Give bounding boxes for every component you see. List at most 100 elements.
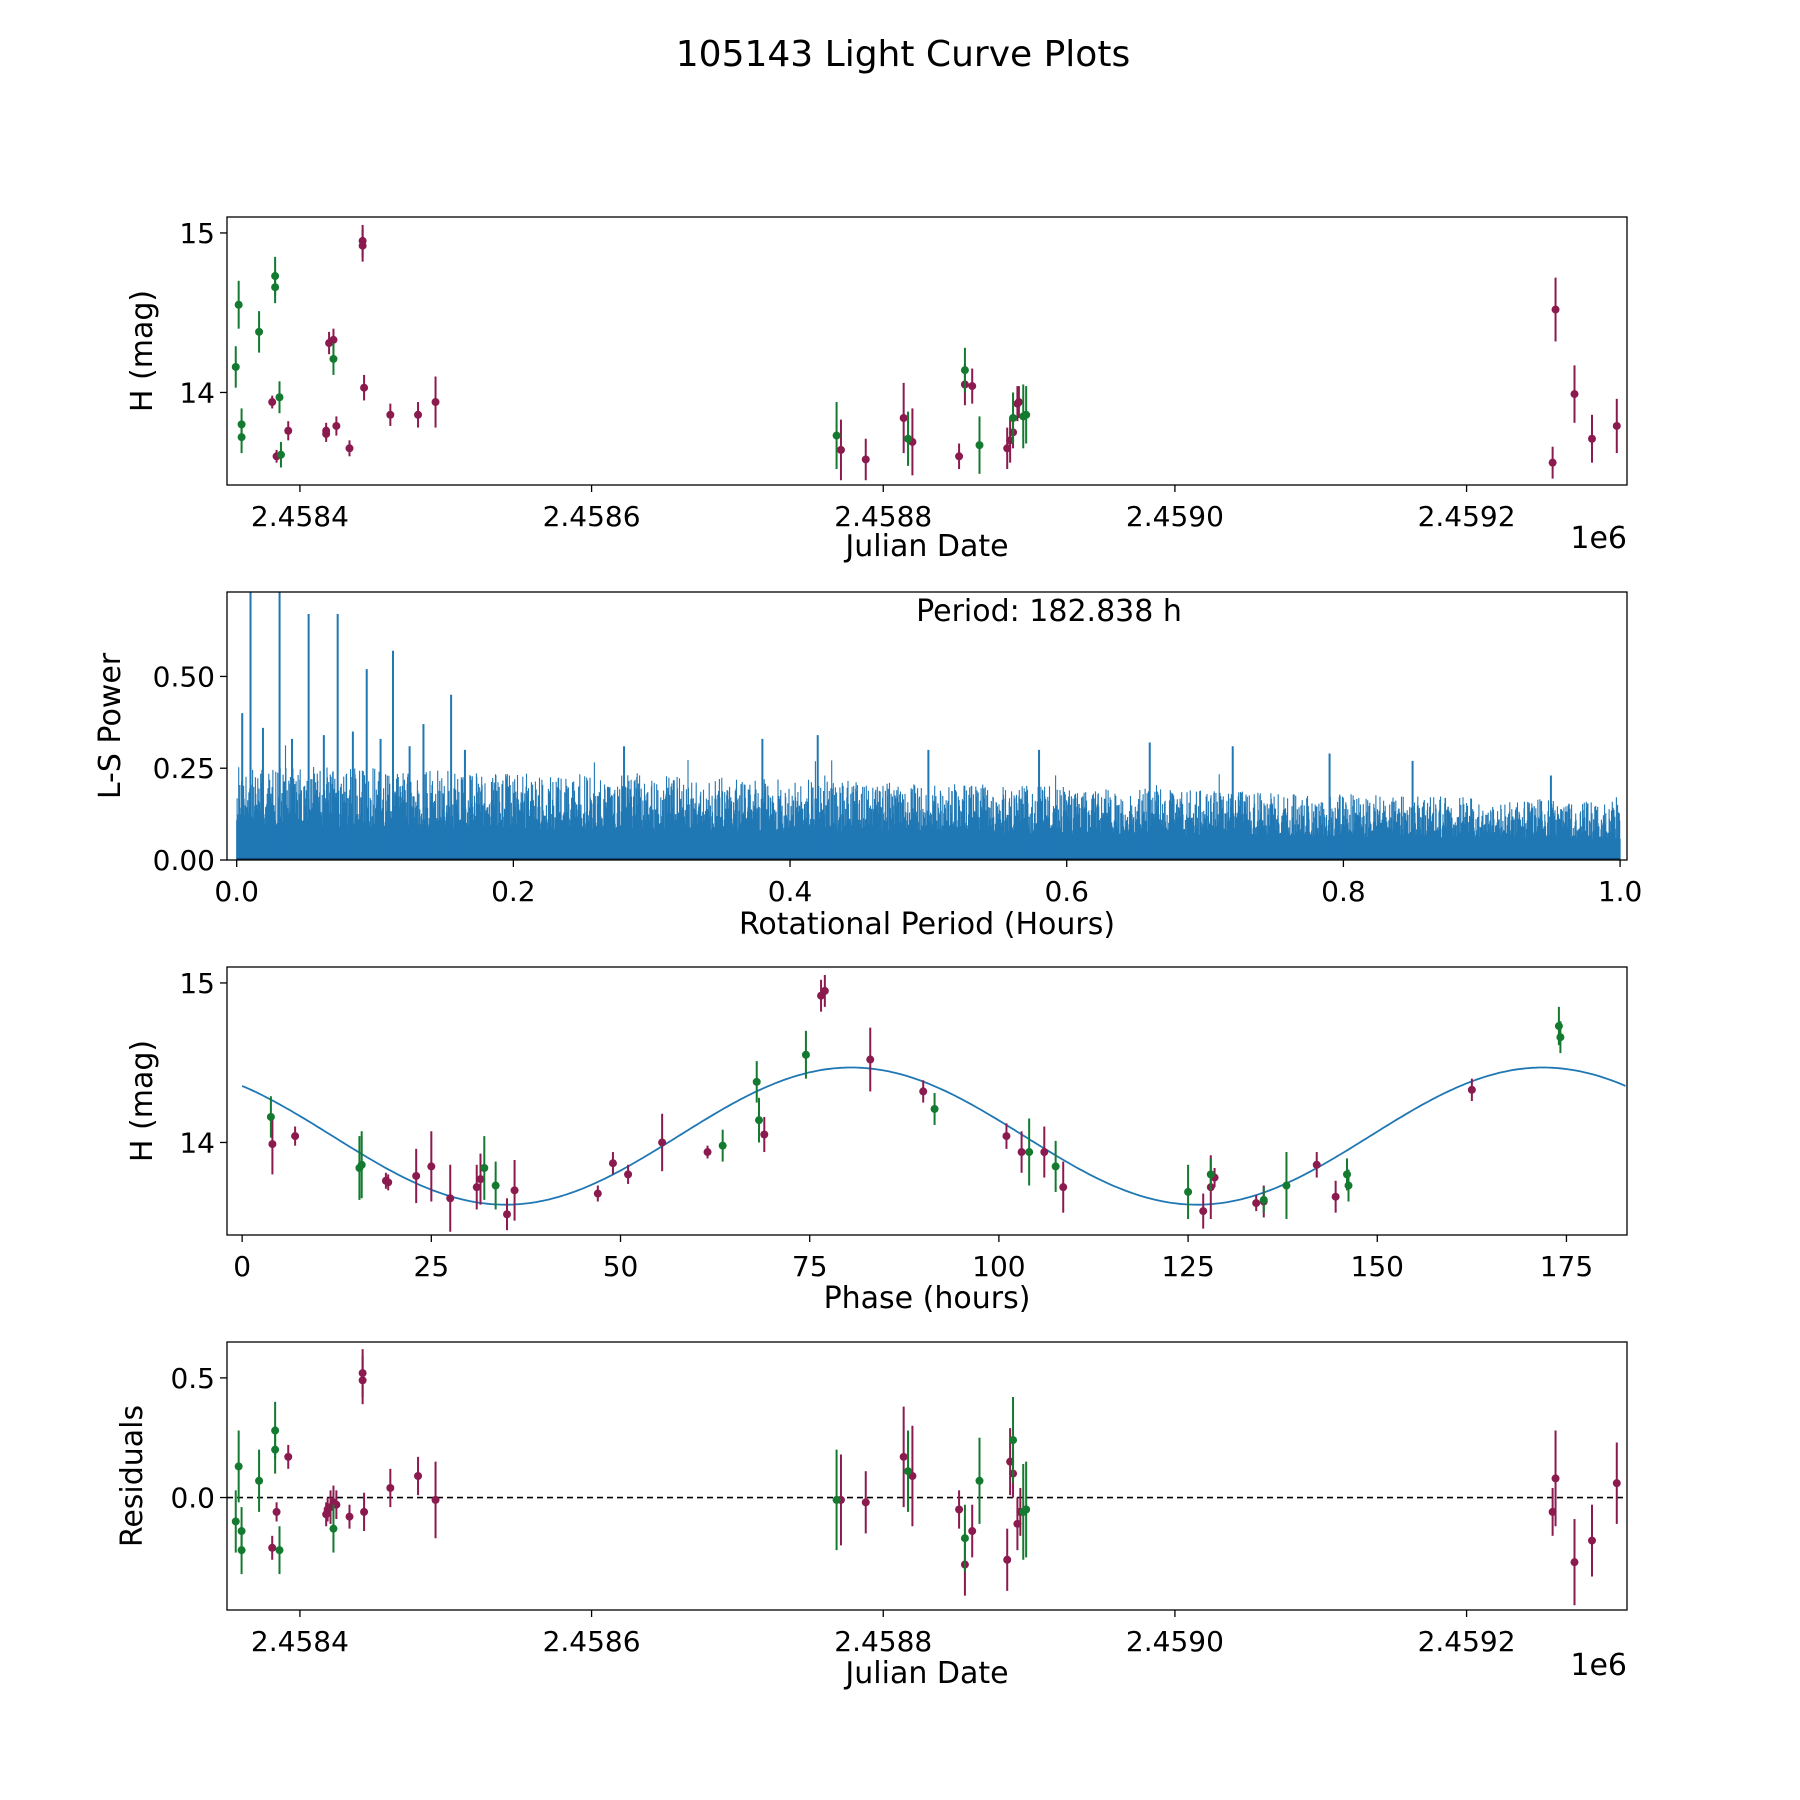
data-point-maroon bbox=[1612, 1442, 1621, 1524]
x-axis-label: Phase (hours) bbox=[824, 1281, 1031, 1316]
data-point-green bbox=[904, 411, 913, 466]
data-marker bbox=[1551, 305, 1560, 314]
x-tick-label: 0.0 bbox=[214, 875, 259, 908]
data-marker bbox=[703, 1148, 712, 1157]
data-marker bbox=[291, 1132, 300, 1141]
data-marker bbox=[480, 1164, 489, 1172]
data-marker bbox=[272, 1507, 281, 1516]
data-marker bbox=[255, 327, 264, 336]
data-point-maroon bbox=[386, 403, 395, 426]
data-marker bbox=[832, 1495, 841, 1504]
period-annotation: Period: 182.838 h bbox=[916, 594, 1182, 629]
data-point-green bbox=[975, 416, 984, 474]
data-marker bbox=[866, 1055, 875, 1064]
x-tick-label: 2.4586 bbox=[543, 1625, 641, 1658]
data-marker bbox=[832, 431, 841, 440]
data-point-maroon bbox=[955, 1490, 964, 1529]
data-point-maroon bbox=[272, 1502, 281, 1522]
data-point-maroon bbox=[503, 1198, 511, 1231]
axes-frame bbox=[226, 1341, 1628, 1611]
data-marker bbox=[384, 1178, 393, 1187]
data-marker bbox=[1551, 1474, 1560, 1483]
data-point-green bbox=[832, 402, 841, 470]
data-point-maroon bbox=[955, 443, 964, 470]
x-tick-label: 0.8 bbox=[1321, 875, 1366, 908]
data-point-green bbox=[357, 1131, 366, 1199]
x-tick-label: 0 bbox=[233, 1250, 251, 1283]
data-marker bbox=[358, 1369, 367, 1378]
data-point-maroon bbox=[431, 376, 440, 428]
data-point-maroon bbox=[1199, 1193, 1208, 1229]
data-marker bbox=[234, 300, 243, 309]
data-marker bbox=[904, 434, 913, 443]
y-tick-label: 14 bbox=[179, 376, 215, 409]
axes-frame bbox=[226, 216, 1628, 486]
data-point-maroon bbox=[360, 1492, 369, 1532]
data-point-green bbox=[255, 1449, 264, 1512]
subplot-4: 2.4584 2.4586 2.4588 2.4590 2.4592 0.0 0.5 Juli… bbox=[115, 1341, 1628, 1691]
x-tick-label: 175 bbox=[1540, 1250, 1593, 1283]
data-marker bbox=[1331, 1192, 1340, 1201]
x-tick-label: 2.4584 bbox=[251, 500, 349, 533]
periodogram-noise-lines bbox=[236, 745, 1621, 860]
data-point-green bbox=[255, 311, 264, 353]
data-marker bbox=[975, 1476, 984, 1485]
data-marker bbox=[231, 1517, 240, 1526]
data-point-maroon bbox=[268, 1113, 277, 1175]
plot-area bbox=[227, 1349, 1627, 1606]
data-marker bbox=[1003, 1555, 1012, 1564]
data-marker bbox=[386, 410, 395, 419]
data-marker bbox=[955, 1505, 964, 1514]
axes-frame bbox=[226, 966, 1628, 1236]
data-point-maroon bbox=[760, 1116, 769, 1153]
y-tick-label: 14 bbox=[179, 1126, 215, 1159]
data-marker bbox=[386, 1483, 395, 1492]
data-point-maroon bbox=[384, 1174, 393, 1191]
data-marker bbox=[358, 236, 367, 245]
data-marker bbox=[231, 362, 240, 371]
data-point-green bbox=[275, 1526, 284, 1575]
data-marker bbox=[271, 1445, 280, 1454]
data-marker bbox=[427, 1162, 436, 1171]
data-marker bbox=[266, 1112, 275, 1121]
data-point-green bbox=[329, 1504, 338, 1553]
data-marker bbox=[1588, 434, 1596, 443]
data-point-maroon bbox=[899, 1406, 908, 1508]
data-point-green bbox=[904, 1430, 913, 1512]
data-point-maroon bbox=[431, 1461, 440, 1539]
data-point-green bbox=[1009, 1397, 1018, 1484]
data-marker bbox=[271, 283, 280, 292]
data-marker bbox=[1612, 421, 1621, 430]
data-marker bbox=[960, 366, 969, 375]
data-marker bbox=[1252, 1199, 1261, 1208]
data-point-maroon bbox=[624, 1164, 633, 1184]
data-marker bbox=[1199, 1207, 1208, 1216]
data-marker bbox=[1344, 1181, 1353, 1190]
data-marker bbox=[1014, 398, 1023, 407]
data-point-maroon bbox=[861, 1471, 870, 1534]
data-point-maroon bbox=[908, 1425, 917, 1527]
x-offset-label: 1e6 bbox=[1570, 521, 1627, 556]
data-point-green bbox=[1282, 1152, 1291, 1220]
x-tick-label: 0.4 bbox=[768, 875, 813, 908]
data-point-green bbox=[975, 1437, 984, 1524]
data-marker bbox=[1554, 1022, 1563, 1031]
data-point-maroon bbox=[1331, 1180, 1340, 1213]
data-point-maroon bbox=[1588, 1504, 1596, 1577]
data-marker bbox=[275, 1546, 284, 1555]
plot-area bbox=[236, 592, 1621, 860]
plots-group: 2.4584 2.4586 2.4588 2.4590 2.4592 14 15 Julian… bbox=[93, 216, 1642, 1691]
x-axis-label: Rotational Period (Hours) bbox=[739, 907, 1115, 942]
x-tick-label: 100 bbox=[972, 1250, 1025, 1283]
x-tick-label: 50 bbox=[603, 1250, 639, 1283]
data-point-green bbox=[1051, 1140, 1060, 1192]
data-marker bbox=[1282, 1181, 1291, 1190]
x-tick-label: 2.4590 bbox=[1126, 1625, 1224, 1658]
data-point-green bbox=[1206, 1158, 1215, 1191]
x-tick-label: 2.4592 bbox=[1418, 500, 1516, 533]
data-point-maroon bbox=[284, 421, 293, 441]
data-point-maroon bbox=[1312, 1152, 1321, 1178]
data-marker bbox=[718, 1141, 727, 1150]
data-marker bbox=[255, 1476, 264, 1485]
